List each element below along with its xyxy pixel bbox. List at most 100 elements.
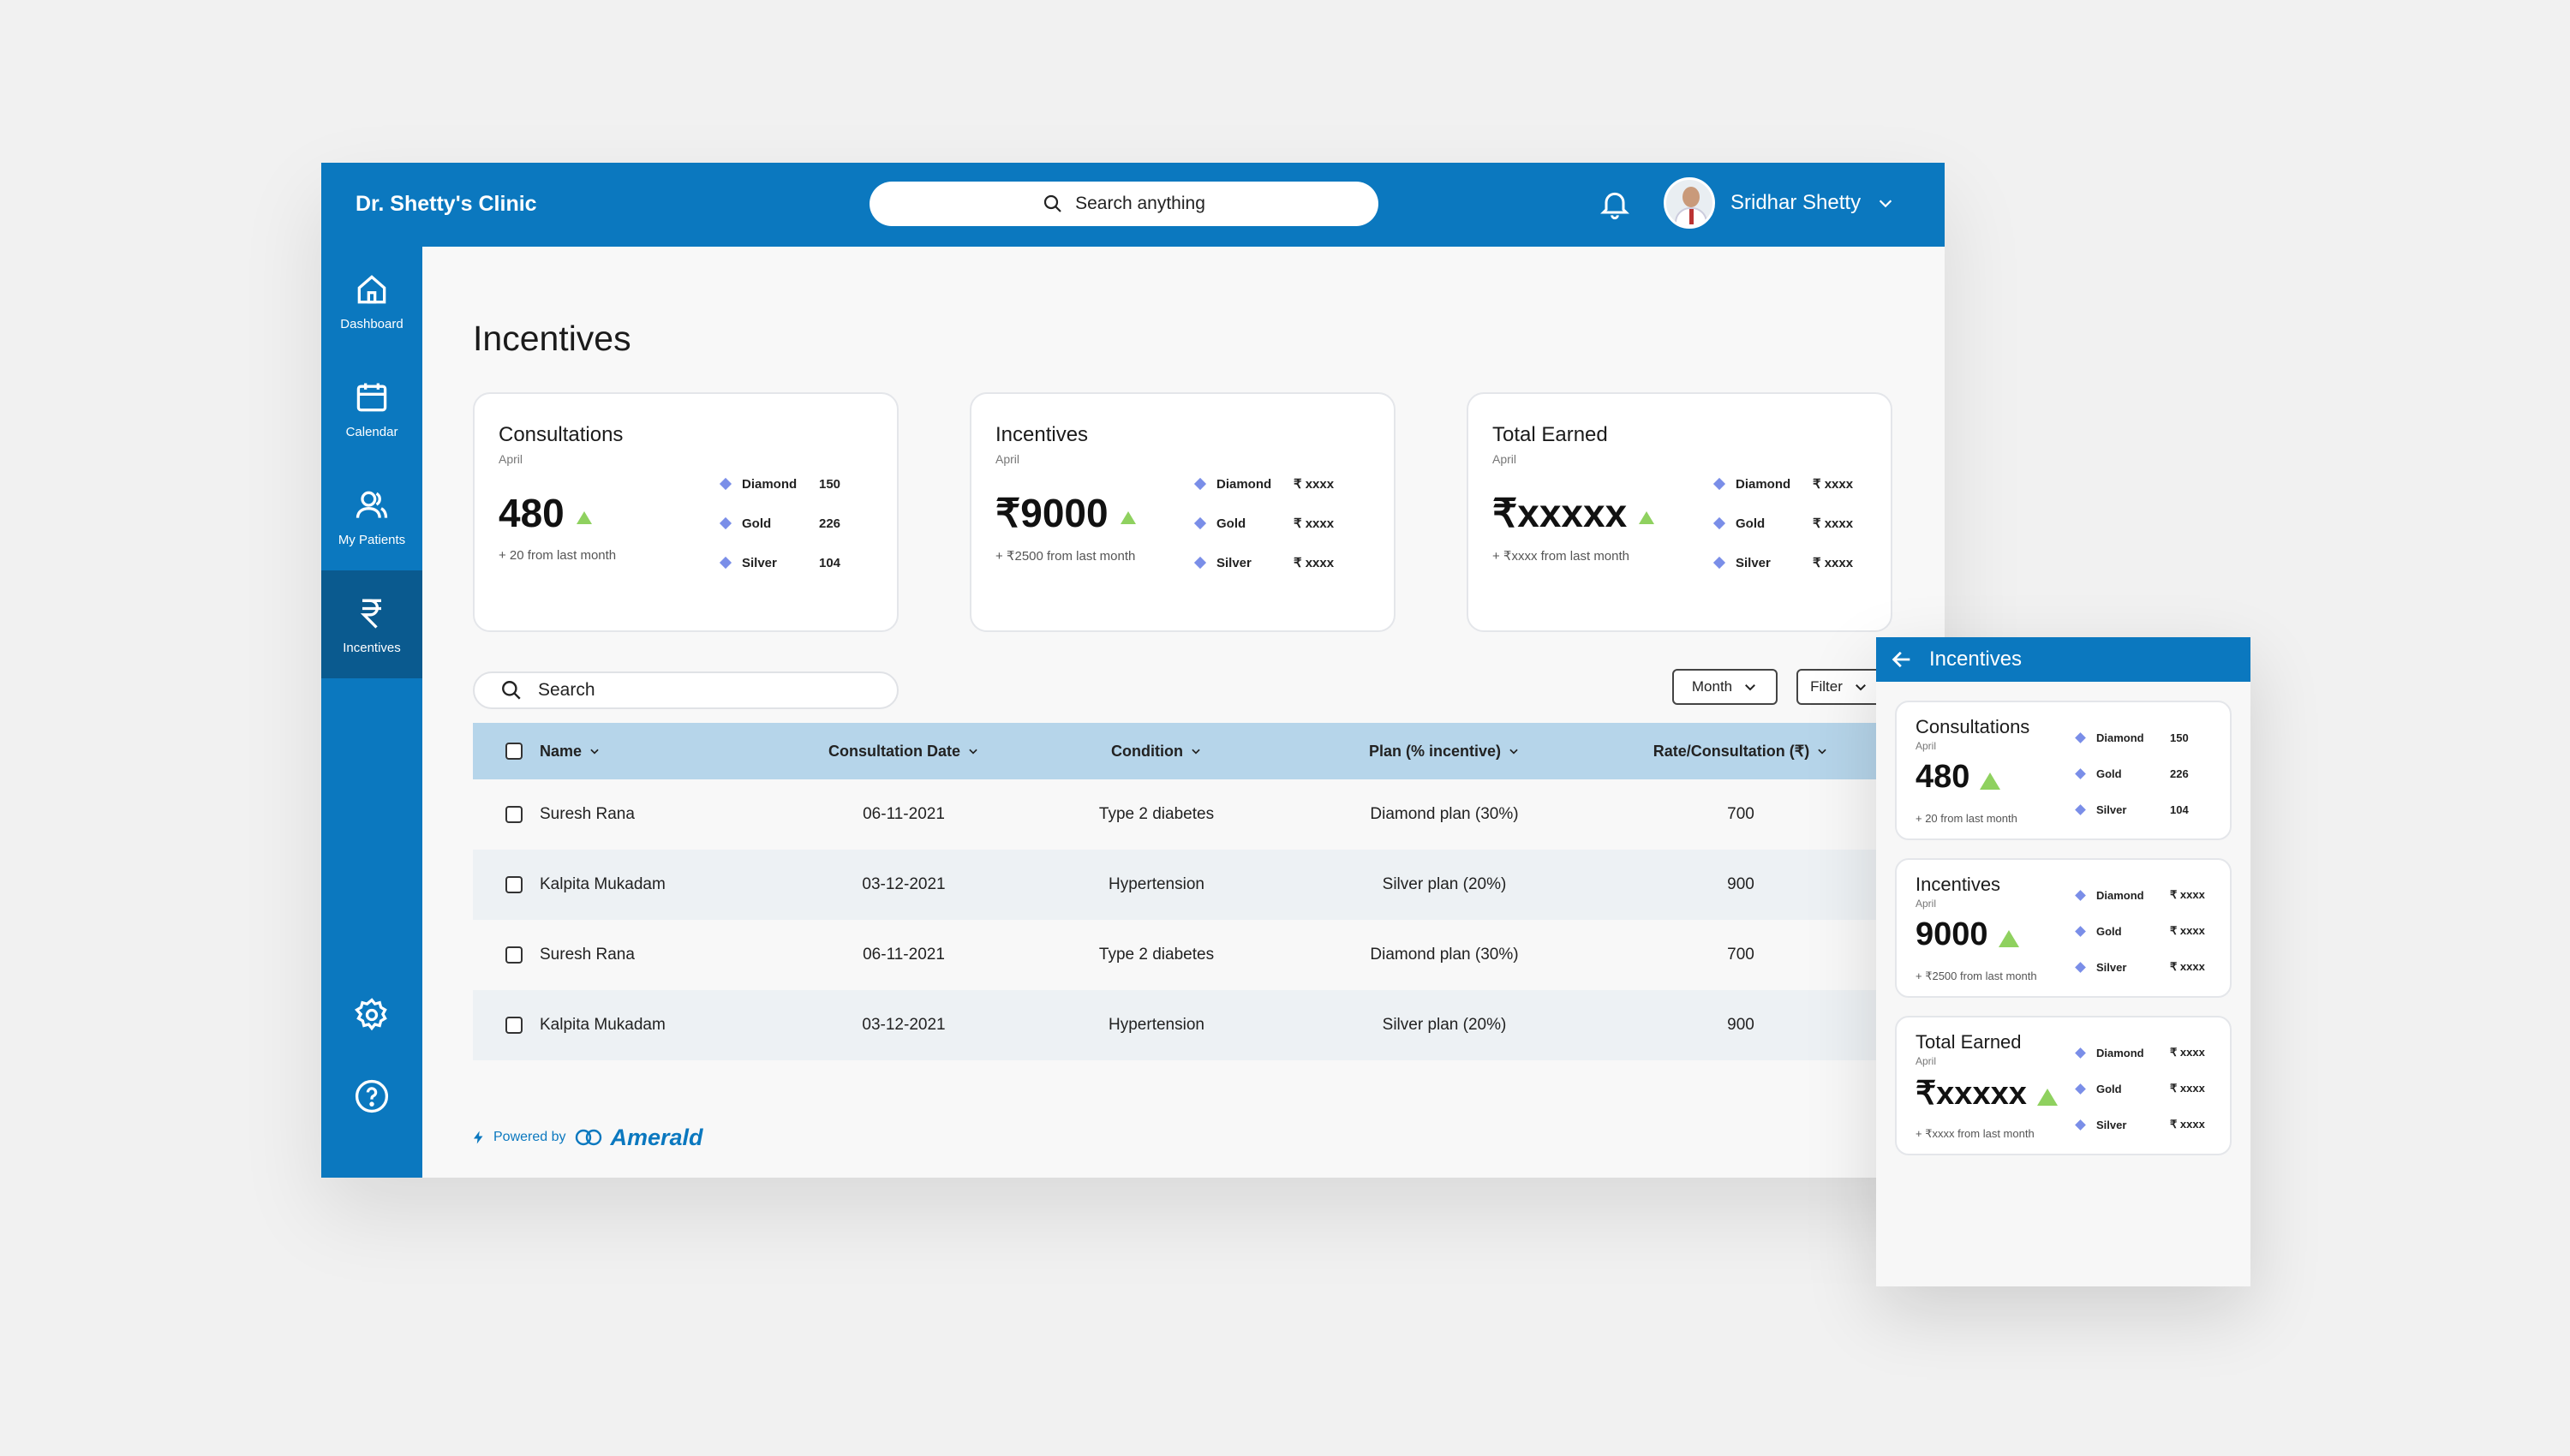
card-change: + 20 from last month [499, 548, 617, 563]
card-title: Consultations [1916, 716, 2030, 737]
card-title: Total Earned [1916, 1031, 2022, 1053]
sidebar-item-label: Dashboard [340, 316, 403, 331]
home-icon [357, 274, 386, 303]
tier-list: Diamond ₹ xxxx Gold ₹ xxxx Silver ₹ xxxx [2075, 1035, 2205, 1143]
filter-dropdown[interactable]: Filter [1796, 669, 1882, 705]
brand-name: Amerald [610, 1124, 703, 1150]
global-search-input[interactable]: Search anything [870, 182, 1378, 226]
table-row[interactable]: Kalpita Mukadam 03-12-2021 Hypertension … [473, 850, 1945, 920]
cell-plan: Diamond plan (30%) [1370, 805, 1519, 823]
tier-value: ₹ xxxx [1813, 556, 1854, 570]
cell-plan: Diamond plan (30%) [1370, 946, 1519, 964]
card-change: + ₹2500 from last month [995, 549, 1136, 564]
tier-value: ₹ xxxx [2170, 888, 2205, 901]
tier-row: Diamond ₹ xxxx [1712, 464, 1854, 504]
search-icon [1044, 194, 1061, 212]
card-period: April [995, 452, 1020, 466]
tier-row: Gold 226 [2075, 755, 2189, 791]
card-period: April [1916, 898, 1937, 910]
cell-rate: 900 [1727, 875, 1754, 893]
cell-date: 03-12-2021 [862, 875, 946, 893]
chevron-down-icon [590, 749, 599, 755]
card-period: April [1492, 452, 1517, 466]
global-search-label: Search anything [1075, 194, 1205, 213]
tier-row: Diamond ₹ xxxx [2075, 1035, 2205, 1071]
tier-value: ₹ xxxx [2170, 960, 2205, 973]
tier-value: 150 [2170, 731, 2189, 744]
column-label: Rate/Consultation (₹) [1653, 742, 1810, 760]
tier-name: Silver [2096, 960, 2127, 974]
tier-value: 226 [2170, 767, 2189, 780]
desktop-window: Dr. Shetty's Clinic Search anything Srid… [321, 163, 1945, 1178]
back-arrow-icon[interactable] [1890, 647, 1914, 671]
select-all-checkbox[interactable] [505, 743, 523, 760]
chevron-down-icon [1509, 749, 1518, 755]
column-header-plan[interactable]: Plan (% incentive) [1302, 743, 1587, 761]
column-header-rate[interactable]: Rate/Consultation (₹) [1587, 743, 1895, 761]
trend-up-icon [1639, 510, 1655, 524]
row-checkbox[interactable] [505, 946, 523, 964]
card-period: April [1916, 740, 1937, 752]
card-value-text: 480 [499, 491, 565, 535]
table-search-input[interactable]: Search [473, 671, 899, 709]
cell-name: Kalpita Mukadam [540, 1016, 666, 1034]
sidebar-item-calendar[interactable]: Calendar [321, 355, 422, 462]
sidebar-item-incentives[interactable]: Incentives [321, 570, 422, 678]
row-checkbox[interactable] [505, 1017, 523, 1034]
users-icon [356, 491, 388, 518]
sidebar: Dashboard Calendar My Patients Incentive… [321, 247, 422, 1178]
tier-row: Diamond ₹ xxxx [2075, 877, 2205, 913]
month-dropdown[interactable]: Month [1672, 669, 1778, 705]
trend-up-icon [1980, 772, 2001, 790]
card-value-text: ₹9000 [995, 491, 1109, 535]
total-earned-card: Total Earned April ₹xxxxx + ₹xxxx from l… [1467, 392, 1892, 632]
diamond-icon [2075, 1083, 2086, 1095]
column-header-consultation-date[interactable]: Consultation Date [797, 743, 1011, 761]
card-change: + ₹2500 from last month [1916, 970, 2037, 982]
tier-name: Silver [1216, 555, 1252, 570]
brand-logo-icon [575, 1129, 601, 1146]
consultations-card: Consultations April 480 + 20 from last m… [473, 392, 899, 632]
chevron-down-icon [969, 749, 977, 755]
sidebar-item-dashboard[interactable]: Dashboard [321, 247, 422, 355]
tier-value: ₹ xxxx [2170, 1118, 2205, 1131]
card-change: + ₹xxxx from last month [1492, 549, 1630, 564]
tier-name: Diamond [2096, 731, 2144, 744]
user-menu[interactable]: Sridhar Shetty [1664, 177, 1895, 229]
tier-value: ₹ xxxx [1813, 477, 1854, 492]
diamond-icon [2075, 1047, 2086, 1059]
chevron-down-icon [1855, 684, 1866, 691]
table-row[interactable]: Suresh Rana 06-11-2021 Type 2 diabetes D… [473, 779, 1945, 850]
column-header-name[interactable]: Name [540, 743, 797, 761]
column-label: Plan (% incentive) [1368, 742, 1502, 760]
cell-date: 06-11-2021 [863, 946, 945, 964]
tier-row: Silver 104 [719, 543, 841, 582]
sidebar-item-label: My Patients [338, 532, 406, 547]
help-icon[interactable] [353, 1077, 391, 1115]
mobile-header: Incentives [1876, 637, 2250, 682]
bell-icon[interactable] [1598, 187, 1632, 221]
chevron-down-icon [1192, 749, 1200, 755]
row-checkbox[interactable] [505, 806, 523, 823]
sidebar-item-my-patients[interactable]: My Patients [321, 462, 422, 570]
tier-value: 104 [819, 555, 841, 570]
tier-value: ₹ xxxx [1294, 556, 1335, 570]
trend-up-icon [576, 510, 592, 524]
sidebar-item-label: Incentives [343, 640, 401, 655]
tier-row: Gold ₹ xxxx [2075, 913, 2205, 949]
gear-icon[interactable] [353, 996, 391, 1034]
card-period: April [1916, 1055, 1937, 1067]
tier-name: Diamond [1216, 476, 1272, 492]
tier-name: Gold [2096, 924, 2122, 938]
month-label: Month [1691, 678, 1733, 695]
cell-name: Suresh Rana [540, 805, 635, 823]
table-row[interactable]: Kalpita Mukadam 03-12-2021 Hypertension … [473, 990, 1945, 1060]
card-value: ₹9000 [995, 490, 1136, 536]
diamond-icon [2075, 889, 2086, 901]
diamond-icon [719, 477, 732, 491]
tier-value: 226 [819, 516, 841, 531]
table-row[interactable]: Suresh Rana 06-11-2021 Type 2 diabetes D… [473, 920, 1945, 990]
row-checkbox[interactable] [505, 876, 523, 893]
column-label: Name [540, 742, 583, 760]
column-header-condition[interactable]: Condition [1011, 743, 1302, 761]
